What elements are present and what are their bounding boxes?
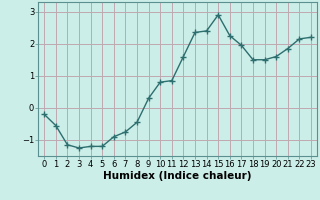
X-axis label: Humidex (Indice chaleur): Humidex (Indice chaleur) bbox=[103, 171, 252, 181]
